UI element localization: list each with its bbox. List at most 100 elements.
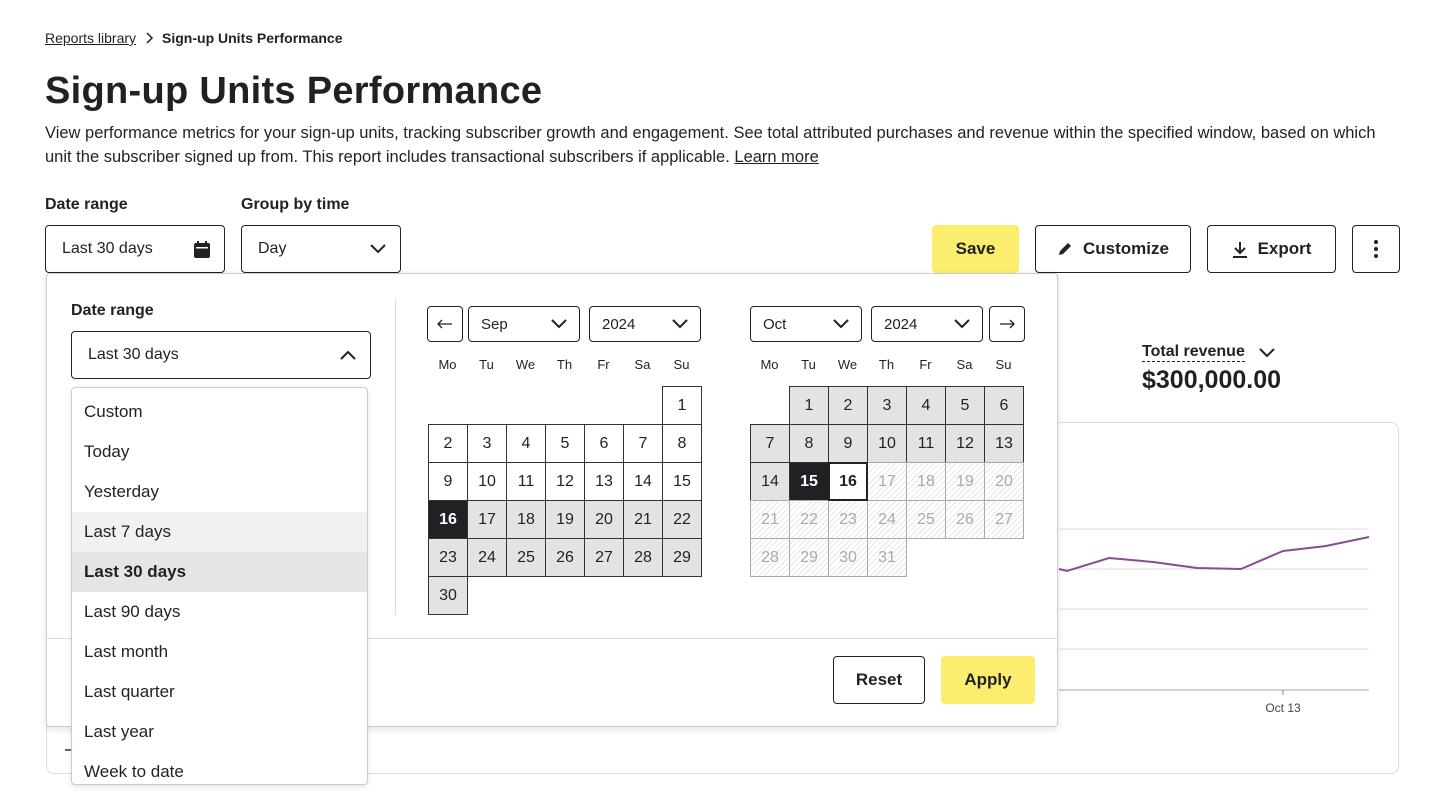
- year-select[interactable]: 2024: [589, 306, 701, 342]
- calendar-day[interactable]: 19: [545, 500, 585, 539]
- calendar-day[interactable]: 9: [428, 462, 468, 501]
- calendar-day[interactable]: 12: [545, 462, 585, 501]
- field-value: 2024: [884, 315, 918, 333]
- calendar-day[interactable]: 7: [623, 424, 663, 463]
- calendar-day[interactable]: 26: [545, 538, 585, 577]
- calendar-day[interactable]: 11: [506, 462, 546, 501]
- option[interactable]: Last 7 days: [72, 512, 367, 552]
- calendar-day[interactable]: 5: [945, 386, 985, 425]
- calendar-day[interactable]: 21: [623, 500, 663, 539]
- weekday-label: Su: [673, 357, 690, 372]
- metric-selector[interactable]: Total revenue: [1142, 343, 1275, 362]
- option[interactable]: Custom: [84, 402, 143, 421]
- more-button[interactable]: [1352, 225, 1400, 273]
- calendar-day[interactable]: 13: [984, 424, 1024, 463]
- option[interactable]: Last 30 days: [72, 552, 367, 592]
- calendar-day[interactable]: 1: [789, 386, 829, 425]
- export-button[interactable]: Export: [1207, 225, 1336, 273]
- apply-button[interactable]: Apply: [941, 656, 1035, 704]
- date-range-input[interactable]: Last 30 days: [45, 225, 225, 273]
- calendar-day[interactable]: 17: [467, 500, 507, 539]
- weekday-label: Sa: [634, 357, 651, 372]
- calendar-day[interactable]: 16: [828, 462, 868, 501]
- calendar-day[interactable]: 25: [506, 538, 546, 577]
- calendar-day[interactable]: 12: [945, 424, 985, 463]
- option[interactable]: Last month: [84, 642, 169, 661]
- save-button[interactable]: Save: [932, 225, 1019, 273]
- option[interactable]: Last 90 days: [84, 602, 181, 621]
- breadcrumb: Reports library Sign-up Units Performanc…: [45, 30, 343, 46]
- customize-button[interactable]: Customize: [1035, 225, 1191, 273]
- month-select[interactable]: Oct: [750, 306, 862, 342]
- calendar-day[interactable]: 8: [662, 424, 702, 463]
- calendar-day[interactable]: 23: [428, 538, 468, 577]
- year-select[interactable]: 2024: [871, 306, 983, 342]
- calendar-day[interactable]: 10: [867, 424, 907, 463]
- calendar-day[interactable]: 29: [662, 538, 702, 577]
- date-range-select[interactable]: Last 30 days: [71, 331, 371, 379]
- calendar-day[interactable]: 1: [662, 386, 702, 425]
- breadcrumb-current: Sign-up Units Performance: [162, 30, 343, 46]
- option[interactable]: Last year: [84, 722, 154, 741]
- calendar-day[interactable]: 7: [750, 424, 790, 463]
- button-label: Reset: [855, 670, 903, 689]
- learn-more-link[interactable]: Learn more: [734, 148, 819, 166]
- calendar-day[interactable]: 14: [750, 462, 790, 501]
- field-value: Sep: [481, 315, 508, 333]
- field-value: 2024: [602, 315, 636, 333]
- calendar-day[interactable]: 30: [428, 576, 468, 615]
- calendar-day[interactable]: 3: [467, 424, 507, 463]
- calendar-day[interactable]: 20: [584, 500, 624, 539]
- calendar-day[interactable]: 2: [428, 424, 468, 463]
- group-by-select[interactable]: Day: [241, 225, 401, 273]
- page-title: Sign-up Units Performance: [45, 70, 543, 112]
- calendar-day[interactable]: 4: [506, 424, 546, 463]
- next-month-button[interactable]: [989, 306, 1025, 342]
- calendar-day[interactable]: 3: [867, 386, 907, 425]
- kebab-icon: [1374, 240, 1378, 258]
- field-value: Last 30 days: [88, 346, 179, 363]
- breadcrumb-link[interactable]: Reports library: [45, 30, 137, 46]
- calendar-day: 31: [867, 538, 907, 577]
- calendar-day[interactable]: 15: [662, 462, 702, 501]
- chart: [65, 528, 1370, 751]
- calendar-day[interactable]: 4: [906, 386, 946, 425]
- calendar-day[interactable]: 22: [662, 500, 702, 539]
- option[interactable]: Today: [84, 442, 130, 461]
- calendar-day[interactable]: 18: [506, 500, 546, 539]
- field-value: Last 30 days: [62, 240, 153, 257]
- calendar-day: 22: [789, 500, 829, 539]
- button-label: Export: [1257, 239, 1312, 258]
- calendar-day[interactable]: 2: [828, 386, 868, 425]
- arrow-right-icon: [1000, 319, 1015, 329]
- month-select[interactable]: Sep: [468, 306, 580, 342]
- weekday-label: Tu: [479, 357, 494, 372]
- prev-month-button[interactable]: [427, 306, 463, 342]
- calendar-icon: [194, 240, 210, 258]
- reset-button[interactable]: Reset: [833, 656, 925, 704]
- calendar-day[interactable]: 6: [984, 386, 1024, 425]
- button-label: Save: [955, 239, 996, 258]
- options-list: Custom Today Yesterday Last 7 days Last 30 d…: [71, 387, 368, 785]
- calendar-day[interactable]: 15: [789, 462, 829, 501]
- calendar-day[interactable]: 27: [584, 538, 624, 577]
- calendar-day[interactable]: 11: [906, 424, 946, 463]
- calendar-day[interactable]: 16: [428, 500, 468, 539]
- calendar-day[interactable]: 9: [828, 424, 868, 463]
- option[interactable]: Week to date: [84, 762, 184, 781]
- calendar-day[interactable]: 14: [623, 462, 663, 501]
- metric-value: $300,000.00: [1142, 366, 1282, 394]
- calendar-day: 23: [828, 500, 868, 539]
- calendar-day[interactable]: 13: [584, 462, 624, 501]
- calendar-day[interactable]: 5: [545, 424, 585, 463]
- pencil-icon: [1059, 243, 1072, 255]
- calendar-day[interactable]: 24: [467, 538, 507, 577]
- option[interactable]: Yesterday: [84, 482, 159, 501]
- weekday-label: Tu: [801, 357, 816, 372]
- calendar-day[interactable]: 6: [584, 424, 624, 463]
- calendar-day: 25: [906, 500, 946, 539]
- calendar-day[interactable]: 28: [623, 538, 663, 577]
- calendar-day[interactable]: 10: [467, 462, 507, 501]
- calendar-day[interactable]: 8: [789, 424, 829, 463]
- option[interactable]: Last quarter: [84, 682, 175, 701]
